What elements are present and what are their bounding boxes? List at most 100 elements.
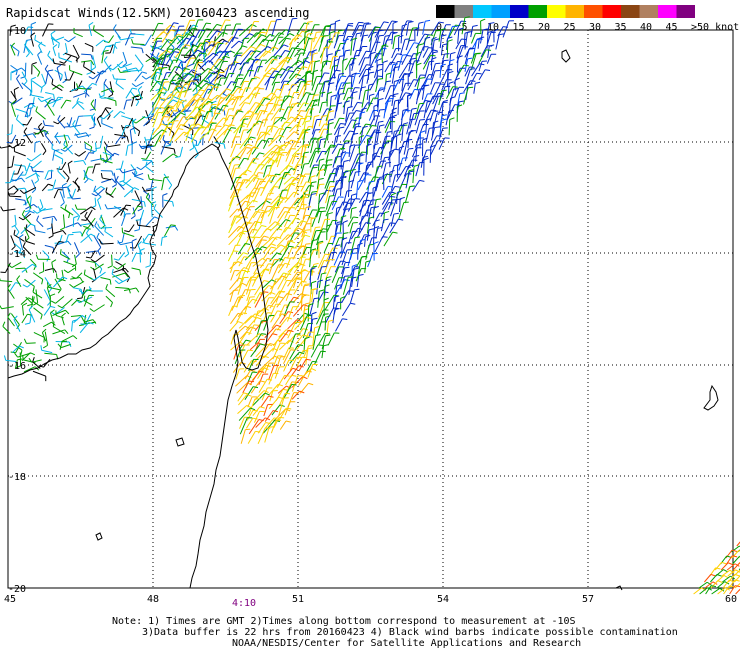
wind-barb-flag	[64, 38, 69, 43]
wind-barb	[57, 119, 66, 129]
wind-barb	[285, 141, 296, 156]
wind-barb	[113, 111, 121, 119]
wind-barb	[191, 97, 201, 107]
wind-barb	[388, 199, 393, 210]
wind-barb	[432, 112, 438, 129]
wind-barb	[81, 53, 92, 56]
wind-barb-flag	[218, 73, 224, 77]
wind-barb-flag	[114, 279, 120, 285]
wind-barb	[45, 135, 54, 146]
wind-barb-flag	[299, 351, 305, 355]
wind-barb	[267, 201, 279, 217]
wind-barb	[62, 214, 66, 228]
wind-barb	[383, 101, 387, 119]
wind-barb	[287, 271, 298, 287]
wind-barb	[356, 275, 360, 287]
wind-barb-flag	[319, 168, 325, 172]
wind-barb	[153, 208, 163, 218]
wind-barb-flag	[278, 32, 285, 35]
wind-barb	[262, 419, 276, 434]
wind-barb	[14, 214, 17, 225]
wind-barb-flag	[425, 36, 431, 39]
wind-barbs	[0, 16, 740, 595]
wind-barb	[68, 36, 76, 43]
wind-barb-flag	[197, 123, 203, 127]
wind-barb	[151, 38, 158, 52]
wind-barb	[10, 235, 16, 247]
wind-barb-flag	[385, 161, 392, 164]
wind-barb	[318, 123, 325, 134]
wind-barb-flag	[377, 75, 383, 78]
wind-barb-flag	[375, 155, 381, 158]
wind-barb-flag	[407, 93, 413, 96]
wind-barb	[302, 271, 311, 283]
wind-barb	[366, 72, 370, 84]
wind-barb-flag	[11, 224, 17, 228]
wind-barb	[246, 211, 257, 227]
wind-barb	[71, 207, 80, 217]
wind-barb	[320, 25, 327, 43]
wind-barb-flag	[442, 43, 448, 46]
wind-barb	[93, 235, 102, 248]
wind-barb	[398, 202, 405, 220]
wind-barb	[726, 563, 736, 571]
wind-barb	[93, 29, 105, 38]
wind-barb-flag	[284, 49, 290, 53]
wind-barb	[214, 128, 228, 142]
wind-barb	[309, 298, 315, 316]
wind-barb-flag	[163, 176, 170, 179]
wind-barb-flag	[34, 34, 37, 41]
wind-barb	[179, 146, 183, 157]
wind-barb-flag	[397, 53, 403, 56]
wind-barb	[67, 267, 76, 274]
wind-barb-flag	[303, 131, 309, 134]
wind-barb-flag	[54, 132, 59, 137]
wind-barb-flag	[180, 61, 186, 63]
wind-barb	[359, 35, 364, 52]
wind-barb-flag	[167, 126, 173, 129]
wind-barb	[53, 189, 59, 199]
wind-barb	[414, 103, 420, 119]
wind-barb	[326, 213, 329, 227]
wind-barb	[255, 50, 267, 64]
wind-barb-flag	[340, 296, 346, 299]
wind-barb-flag	[358, 273, 364, 277]
wind-barb-flag	[293, 155, 299, 158]
wind-barb-flag	[425, 19, 431, 22]
wind-barb-flag	[296, 278, 302, 281]
wind-barb	[704, 574, 712, 583]
wind-barb-flag	[117, 240, 121, 245]
wind-barb-flag	[77, 215, 81, 221]
wind-barb	[295, 66, 303, 79]
wind-barb-flag	[86, 72, 92, 75]
wind-barb	[429, 146, 432, 163]
wind-barb-flag	[366, 134, 372, 137]
wind-barb-flag	[369, 216, 375, 219]
wind-barb	[470, 72, 478, 85]
wind-barb	[273, 96, 278, 108]
wind-barb	[160, 107, 170, 121]
wind-barb-flag	[174, 66, 181, 69]
wind-barb	[229, 262, 235, 273]
wind-barb	[298, 370, 308, 386]
wind-barb	[151, 23, 159, 37]
wind-barb	[100, 277, 111, 281]
wind-barb-flag	[431, 36, 437, 40]
wind-barb-flag	[266, 228, 272, 231]
wind-barb-flag	[378, 34, 385, 37]
wind-barb-flag	[74, 133, 79, 138]
wind-barb	[253, 411, 260, 423]
wind-barb-flag	[301, 269, 307, 273]
wind-barb	[64, 209, 74, 216]
wind-barb	[236, 230, 245, 247]
wind-barb-flag	[230, 127, 236, 129]
wind-barb	[74, 254, 77, 265]
wind-barb	[285, 381, 293, 395]
wind-barb	[302, 59, 305, 70]
wind-barb	[61, 316, 65, 326]
wind-barb	[325, 147, 331, 163]
wind-barb	[167, 80, 172, 91]
wind-barb-flag	[359, 24, 365, 27]
wind-barb	[150, 69, 157, 86]
wind-barb	[73, 92, 87, 98]
